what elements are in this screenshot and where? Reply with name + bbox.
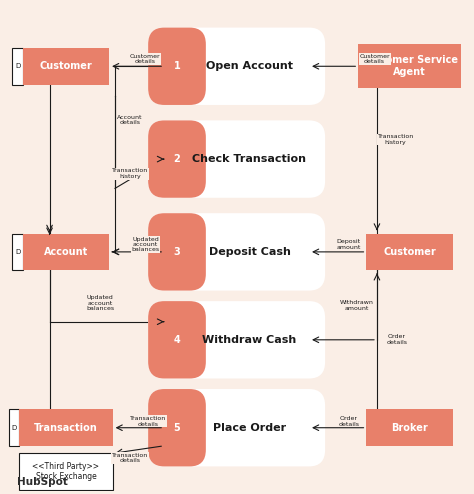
Text: Broker: Broker: [392, 423, 428, 433]
Text: Customer
details: Customer details: [359, 54, 390, 64]
FancyBboxPatch shape: [148, 389, 325, 466]
Bar: [19, 453, 113, 490]
Text: Transaction
history: Transaction history: [112, 168, 148, 179]
Bar: [12, 48, 23, 84]
Text: Withdrawn
amount: Withdrawn amount: [340, 300, 374, 311]
Text: Customer: Customer: [383, 247, 436, 257]
Text: Customer
details: Customer details: [130, 54, 161, 64]
Bar: [366, 234, 453, 270]
FancyBboxPatch shape: [148, 213, 206, 290]
Bar: [23, 234, 109, 270]
FancyBboxPatch shape: [148, 28, 206, 105]
Text: 4: 4: [173, 335, 181, 345]
FancyBboxPatch shape: [148, 28, 325, 105]
Text: 1: 1: [173, 61, 181, 71]
Text: Transaction
details: Transaction details: [112, 453, 148, 463]
Text: 3: 3: [173, 247, 181, 257]
Bar: [12, 234, 23, 270]
Bar: [176, 44, 194, 89]
Text: Transaction
details: Transaction details: [130, 416, 166, 427]
Text: Check Transaction: Check Transaction: [192, 154, 307, 164]
Text: Account: Account: [44, 247, 88, 257]
Text: Transaction
history: Transaction history: [377, 134, 414, 145]
Bar: [176, 317, 194, 362]
Text: HubSpot: HubSpot: [17, 477, 68, 487]
FancyBboxPatch shape: [148, 121, 325, 198]
FancyBboxPatch shape: [148, 301, 325, 378]
Text: Updated
account
balances: Updated account balances: [86, 295, 114, 312]
Text: Account
details: Account details: [117, 115, 143, 125]
Bar: [9, 410, 19, 446]
FancyBboxPatch shape: [148, 213, 325, 290]
Text: Place Order: Place Order: [213, 423, 286, 433]
Bar: [23, 48, 109, 84]
Text: D: D: [15, 249, 20, 255]
Text: <<Third Party>>
Stock Exchange: <<Third Party>> Stock Exchange: [32, 462, 100, 481]
FancyBboxPatch shape: [148, 301, 206, 378]
Bar: [19, 410, 113, 446]
Text: Transaction: Transaction: [34, 423, 98, 433]
Text: Updated
account
balances: Updated account balances: [131, 237, 159, 252]
Bar: [358, 44, 461, 88]
Text: Open Account: Open Account: [206, 61, 293, 71]
Text: D: D: [15, 63, 20, 69]
Text: Customer: Customer: [39, 61, 92, 71]
Bar: [366, 410, 453, 446]
Text: D: D: [11, 425, 17, 431]
Bar: [176, 137, 194, 181]
Text: Deposit Cash: Deposit Cash: [209, 247, 291, 257]
Text: Order
details: Order details: [338, 416, 359, 427]
Text: Withdraw Cash: Withdraw Cash: [202, 335, 297, 345]
Text: 2: 2: [173, 154, 181, 164]
Bar: [176, 405, 194, 450]
Text: Deposit
amount: Deposit amount: [337, 240, 361, 250]
Bar: [176, 230, 194, 274]
Text: Order
details: Order details: [387, 334, 408, 345]
FancyBboxPatch shape: [148, 389, 206, 466]
Text: Customer Service
Agent: Customer Service Agent: [361, 55, 458, 77]
FancyBboxPatch shape: [148, 121, 206, 198]
Text: 5: 5: [173, 423, 181, 433]
